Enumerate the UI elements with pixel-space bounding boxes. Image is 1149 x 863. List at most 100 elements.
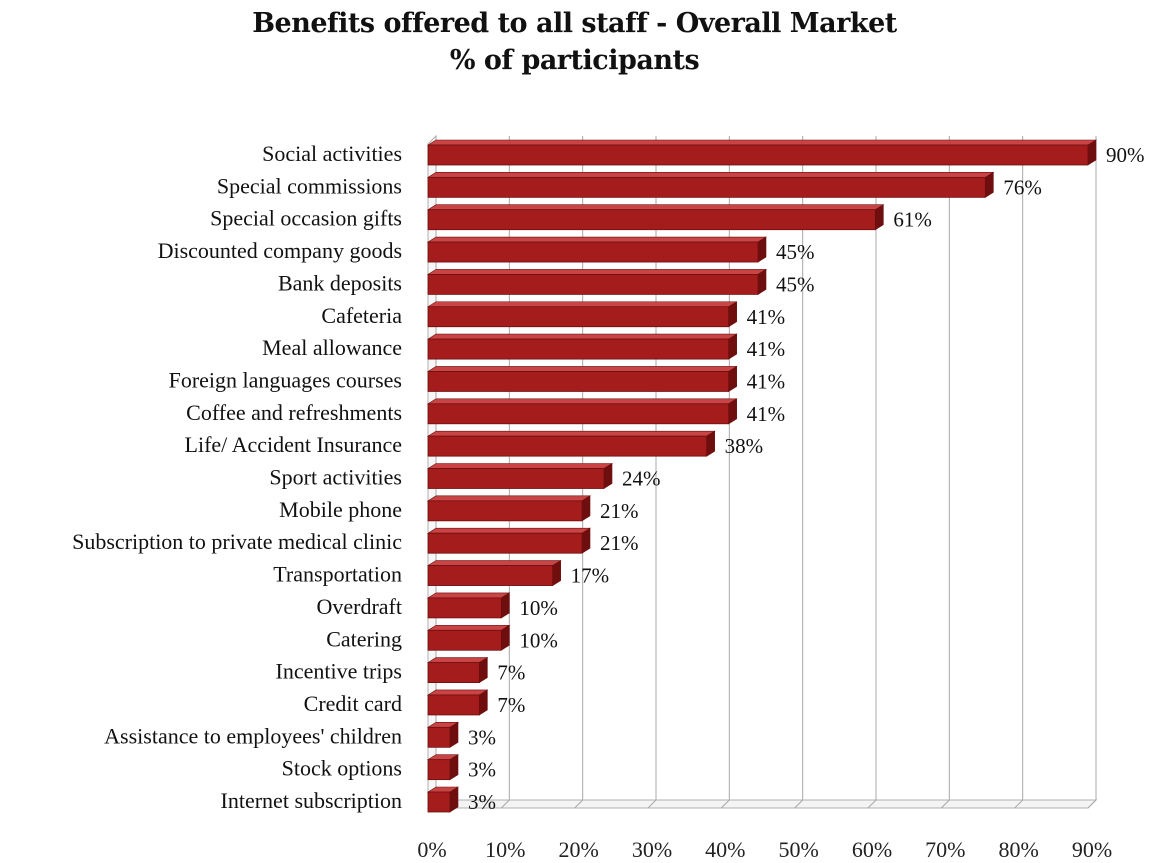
gridline-floor	[647, 799, 657, 809]
gridline-floor	[1014, 799, 1024, 809]
data-label: 7%	[497, 661, 525, 685]
x-tick-label: 80%	[999, 837, 1039, 862]
category-label: Life/ Accident Insurance	[185, 432, 402, 457]
bar-top	[426, 204, 885, 210]
data-label: 10%	[519, 596, 558, 620]
category-label: Bank deposits	[278, 270, 402, 295]
x-tick-label: 10%	[485, 837, 525, 862]
category-label: Assistance to employees' children	[104, 723, 402, 748]
bar	[427, 726, 451, 748]
plot-floor	[426, 799, 1098, 809]
data-label: 3%	[468, 758, 496, 782]
data-label: 38%	[725, 434, 764, 458]
category-label: Social activities	[262, 141, 402, 166]
bar-top	[426, 333, 738, 340]
x-tick-label: 0%	[417, 837, 446, 862]
bar-top	[426, 301, 738, 308]
bar-top	[426, 236, 768, 243]
category-label: Cafeteria	[321, 303, 402, 328]
data-label: 45%	[776, 240, 815, 264]
category-label: Transportation	[273, 562, 402, 587]
data-label: 41%	[747, 305, 786, 329]
chart-title: Benefits offered to all staff - Overall …	[252, 8, 897, 39]
category-label: Discounted company goods	[158, 238, 402, 263]
category-label: Special occasion gifts	[210, 206, 402, 231]
gridline-floor	[500, 799, 510, 809]
data-label: 41%	[747, 402, 786, 426]
bar-top	[426, 172, 995, 178]
category-label: Subscription to private medical clinic	[72, 529, 402, 554]
bar	[427, 791, 451, 813]
category-label: Catering	[326, 626, 402, 651]
gridline-floor	[720, 799, 730, 809]
bar	[427, 403, 730, 425]
x-tick-label: 40%	[705, 837, 745, 862]
x-tick-label: 30%	[632, 837, 672, 862]
x-tick-label: 50%	[779, 837, 819, 862]
gridline-floor	[574, 799, 584, 809]
bar	[427, 532, 583, 554]
data-label: 76%	[1003, 175, 1041, 199]
category-label: Meal allowance	[262, 335, 402, 360]
bar	[427, 273, 759, 295]
gridline-floor	[1087, 799, 1097, 809]
bar-top	[426, 689, 489, 696]
bar	[427, 500, 583, 522]
data-label: 17%	[571, 564, 610, 588]
bar	[427, 338, 730, 360]
bar	[427, 629, 502, 651]
bar	[427, 435, 708, 457]
bar-top	[426, 560, 562, 566]
bar-top	[426, 366, 738, 372]
gridline-floor	[794, 799, 804, 809]
data-label: 3%	[468, 725, 496, 749]
bar-top	[426, 527, 592, 534]
category-label: Special commissions	[217, 173, 402, 198]
category-label: Coffee and refreshments	[186, 400, 402, 425]
bar	[427, 371, 730, 392]
category-label: Incentive trips	[276, 659, 402, 684]
bar	[427, 144, 1089, 166]
x-tick-label: 90%	[1072, 837, 1112, 862]
bar	[427, 241, 759, 263]
gridline-floor	[940, 799, 950, 809]
data-label: 10%	[519, 628, 558, 652]
category-label: Sport activities	[269, 465, 402, 490]
bar-top	[426, 592, 511, 599]
bar-top	[426, 139, 1098, 146]
data-label: 21%	[600, 531, 639, 555]
bar	[427, 694, 480, 716]
data-label: 61%	[893, 208, 932, 232]
data-label: 41%	[747, 337, 786, 361]
bar	[427, 597, 502, 619]
category-label: Stock options	[282, 756, 402, 781]
category-label: Foreign languages courses	[169, 367, 402, 392]
data-label: 41%	[747, 369, 786, 393]
category-label: Overdraft	[316, 594, 402, 619]
gridline-floor	[867, 799, 877, 809]
chart-subtitle: % of participants	[449, 45, 700, 76]
bar	[427, 468, 605, 489]
bar-top	[426, 398, 738, 405]
bar-top	[426, 657, 489, 663]
bar	[427, 209, 876, 231]
bar-top	[426, 430, 716, 437]
x-tick-label: 20%	[559, 837, 599, 862]
bar	[427, 306, 730, 328]
x-tick-label: 60%	[852, 837, 892, 862]
data-label: 7%	[497, 693, 525, 717]
bar-top	[426, 269, 768, 275]
category-label: Mobile phone	[279, 497, 402, 522]
data-label: 3%	[468, 790, 496, 814]
bar	[427, 565, 554, 586]
category-label: Credit card	[304, 691, 402, 716]
bar	[427, 662, 480, 683]
bar-top	[426, 463, 614, 469]
data-label: 90%	[1106, 143, 1145, 167]
x-tick-label: 70%	[925, 837, 965, 862]
data-label: 24%	[622, 467, 661, 491]
bar	[427, 176, 986, 198]
data-label: 21%	[600, 499, 639, 523]
